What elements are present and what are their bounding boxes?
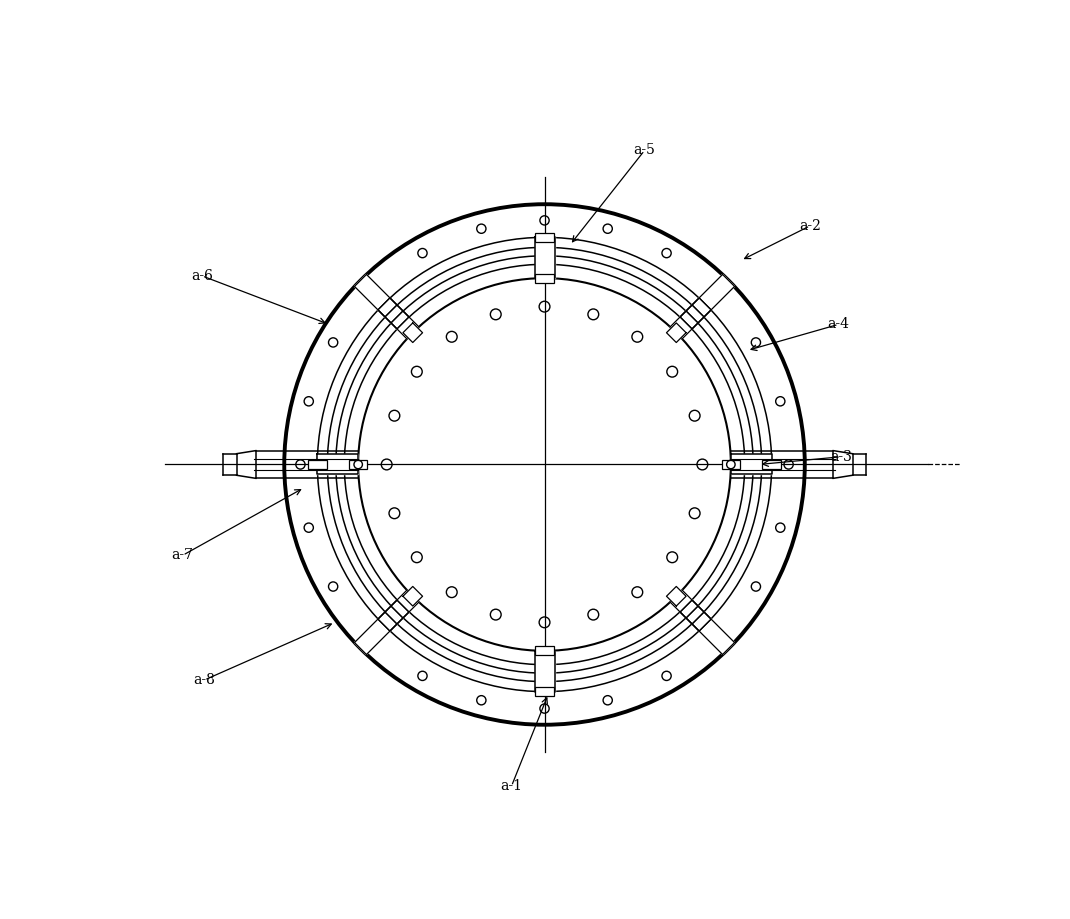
Polygon shape: [681, 600, 734, 654]
Text: a-6: a-6: [190, 269, 213, 283]
Polygon shape: [403, 586, 423, 606]
Text: a-8: a-8: [194, 673, 215, 687]
Polygon shape: [681, 311, 698, 329]
Polygon shape: [692, 612, 712, 631]
Bar: [763, 460, 781, 469]
Polygon shape: [385, 305, 403, 323]
Polygon shape: [354, 600, 409, 654]
Polygon shape: [731, 455, 771, 474]
Text: a-1: a-1: [501, 779, 522, 793]
Polygon shape: [681, 600, 698, 618]
Polygon shape: [681, 275, 734, 329]
Polygon shape: [670, 590, 712, 631]
Polygon shape: [535, 651, 554, 692]
Polygon shape: [667, 586, 686, 606]
Polygon shape: [378, 298, 418, 339]
Polygon shape: [378, 590, 418, 631]
Bar: [535, 233, 554, 242]
Polygon shape: [354, 275, 409, 329]
Text: a-4: a-4: [828, 317, 850, 332]
Polygon shape: [403, 323, 423, 343]
Polygon shape: [378, 612, 397, 631]
Polygon shape: [692, 298, 712, 317]
Polygon shape: [686, 305, 704, 323]
Polygon shape: [535, 237, 554, 278]
Polygon shape: [670, 298, 712, 339]
Bar: [721, 460, 740, 469]
Polygon shape: [391, 311, 409, 329]
Polygon shape: [385, 606, 403, 624]
Polygon shape: [378, 298, 397, 317]
Bar: [535, 687, 554, 697]
Polygon shape: [318, 455, 358, 474]
Polygon shape: [667, 323, 686, 343]
Text: a-7: a-7: [171, 549, 194, 562]
Bar: [535, 646, 554, 655]
Bar: [349, 460, 367, 469]
Polygon shape: [391, 600, 409, 618]
Text: a-3: a-3: [830, 449, 852, 464]
Text: a-2: a-2: [799, 219, 821, 233]
Bar: [308, 460, 326, 469]
Bar: [535, 274, 554, 283]
Polygon shape: [686, 606, 704, 624]
Text: a-5: a-5: [633, 143, 656, 157]
